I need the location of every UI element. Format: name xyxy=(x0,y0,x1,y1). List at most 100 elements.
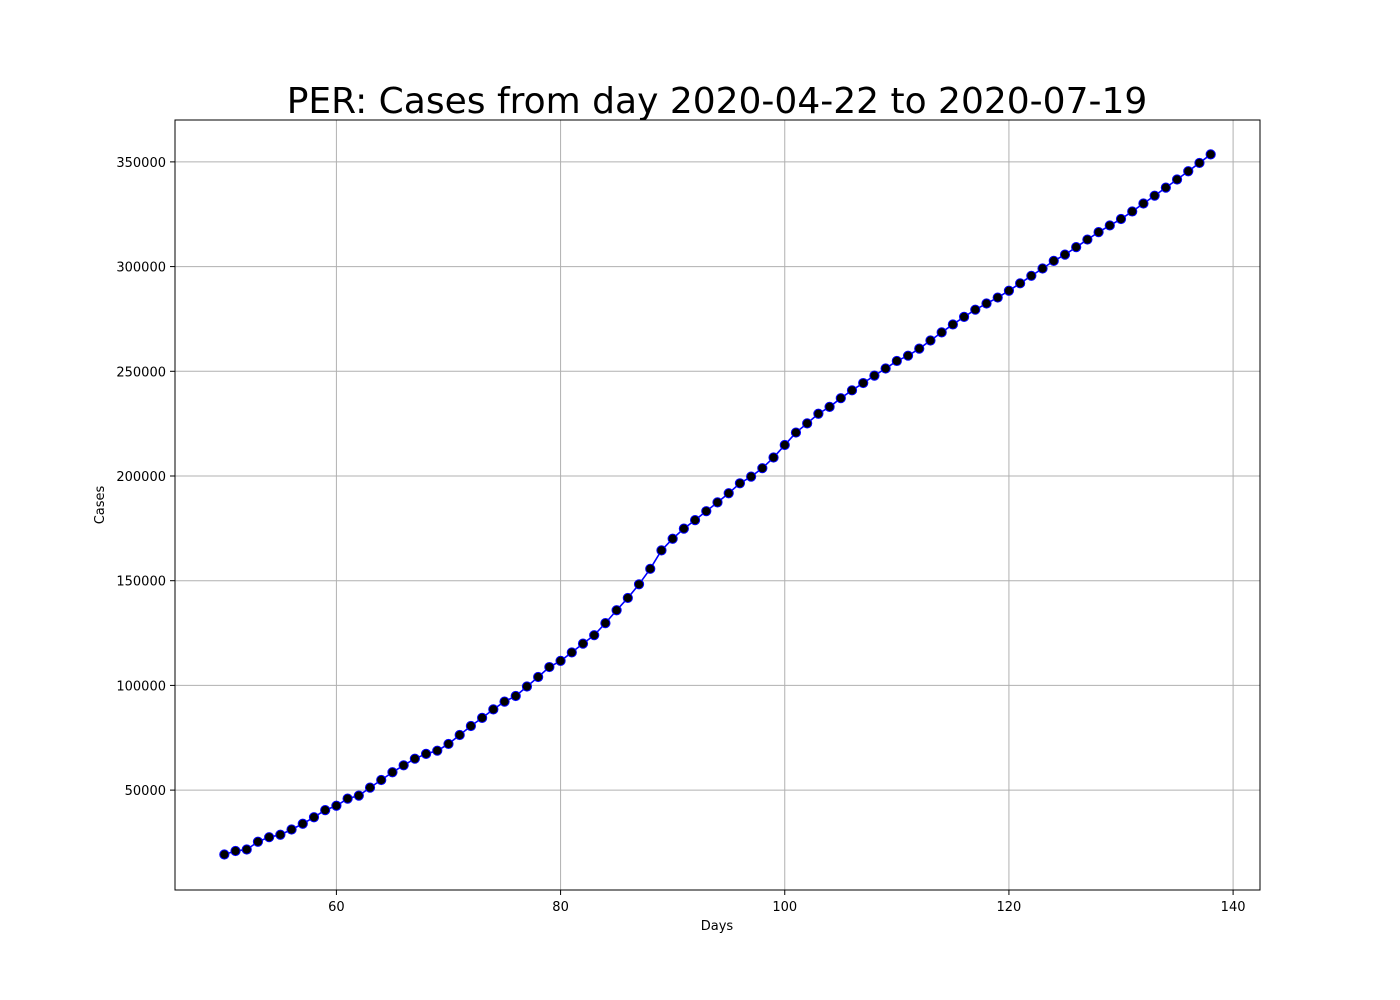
data-point xyxy=(633,579,645,590)
data-point xyxy=(779,439,790,451)
data-point xyxy=(510,690,521,702)
data-point xyxy=(308,812,320,823)
data-point xyxy=(1205,149,1216,160)
data-point xyxy=(723,488,734,499)
y-tick-label: 350000 xyxy=(116,156,166,171)
data-point xyxy=(746,471,757,482)
data-point xyxy=(1037,263,1048,274)
plot-frame xyxy=(174,119,1261,891)
data-point xyxy=(275,829,286,840)
data-point xyxy=(252,836,264,847)
data-point xyxy=(611,605,622,616)
data-point xyxy=(1138,198,1149,209)
data-point xyxy=(1115,213,1127,225)
data-point xyxy=(1104,220,1115,231)
data-point xyxy=(521,681,533,692)
data-point xyxy=(219,849,230,860)
y-axis-label: Cases xyxy=(93,485,108,524)
y-tick-label: 200000 xyxy=(116,470,166,485)
data-point xyxy=(465,720,477,732)
x-tick-label: 100 xyxy=(772,900,797,915)
data-point xyxy=(757,463,768,474)
data-point xyxy=(1149,190,1160,201)
data-point xyxy=(589,630,600,641)
data-point xyxy=(891,355,902,367)
x-axis-label: Days xyxy=(701,919,734,934)
chart-title: PER: Cases from day 2020-04-22 to 2020-0… xyxy=(287,81,1148,122)
data-point xyxy=(645,563,656,574)
data-point xyxy=(1160,182,1171,193)
data-point xyxy=(689,515,701,526)
data-point xyxy=(1093,227,1104,238)
data-point xyxy=(499,696,510,707)
data-point xyxy=(555,655,566,667)
data-point xyxy=(1015,278,1026,289)
data-point xyxy=(364,782,376,793)
data-point xyxy=(656,545,667,556)
data-point xyxy=(936,327,947,338)
data-point xyxy=(566,647,577,658)
y-tick-label: 100000 xyxy=(116,679,166,694)
data-point xyxy=(488,704,499,715)
y-tick-label: 150000 xyxy=(116,575,166,590)
data-point xyxy=(1171,174,1183,185)
data-point xyxy=(286,824,297,835)
data-point xyxy=(981,298,992,309)
data-point xyxy=(331,800,342,811)
y-axis: 50000 100000 150000 200000 250000 300000 35000… xyxy=(116,156,175,799)
data-point xyxy=(925,335,936,346)
data-point xyxy=(1003,285,1015,296)
data-point xyxy=(914,343,925,354)
data-point xyxy=(902,350,914,361)
data-point xyxy=(813,408,824,419)
data-point xyxy=(320,804,331,816)
data-point xyxy=(1082,234,1093,245)
data-point xyxy=(241,844,252,855)
data-point xyxy=(1127,206,1138,217)
data-point xyxy=(1183,166,1194,177)
data-point xyxy=(1071,242,1082,253)
data-point xyxy=(342,793,353,804)
data-point xyxy=(376,774,387,786)
data-point xyxy=(734,478,746,489)
data-point xyxy=(264,832,275,843)
data-point xyxy=(712,497,723,508)
data-point xyxy=(297,818,308,829)
data-point xyxy=(1059,249,1071,260)
data-point xyxy=(622,592,633,604)
data-point xyxy=(454,729,465,741)
data-point xyxy=(880,363,891,374)
data-point xyxy=(600,618,611,629)
y-tick-label: 300000 xyxy=(116,261,166,276)
data-point xyxy=(970,304,981,315)
x-tick-label: 60 xyxy=(328,900,345,915)
data-point xyxy=(992,292,1003,303)
x-tick-label: 80 xyxy=(552,900,569,915)
data-point xyxy=(869,370,880,381)
data-point xyxy=(678,523,689,534)
data-point xyxy=(387,767,398,778)
y-tick-label: 250000 xyxy=(116,365,166,380)
data-point xyxy=(958,311,970,322)
data-point xyxy=(544,661,555,673)
data-point xyxy=(701,506,712,517)
data-point xyxy=(477,712,488,723)
data-point xyxy=(667,533,678,544)
x-axis: 60 80 100 120 140 xyxy=(328,890,1246,915)
data-point xyxy=(398,760,409,771)
x-tick-label: 120 xyxy=(997,900,1022,915)
data-point xyxy=(353,790,364,801)
data-point xyxy=(858,377,869,389)
data-point xyxy=(432,745,443,756)
data-point xyxy=(409,753,420,764)
data-point xyxy=(768,452,779,463)
series-cases xyxy=(219,149,1216,860)
data-point xyxy=(230,845,241,857)
x-tick-label: 140 xyxy=(1221,900,1246,915)
data-point xyxy=(802,418,813,429)
data-point xyxy=(443,738,454,750)
data-point xyxy=(835,393,846,404)
data-point xyxy=(846,385,858,396)
data-point xyxy=(1048,255,1059,266)
